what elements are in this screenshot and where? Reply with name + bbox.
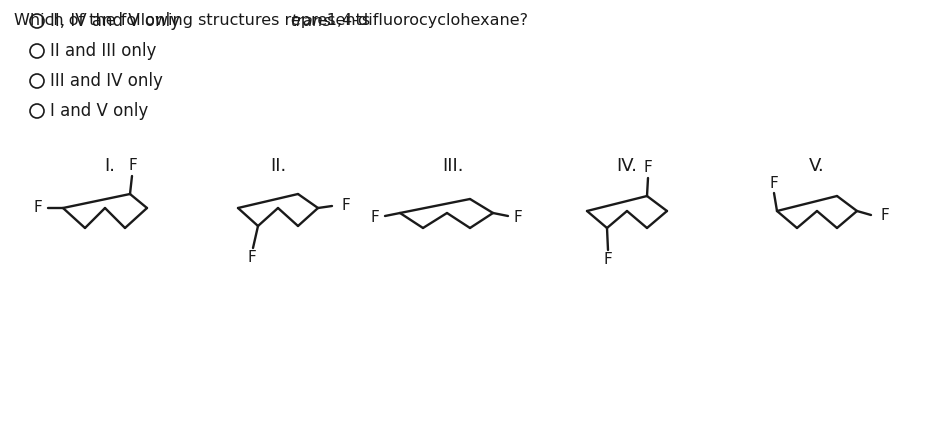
Text: F: F	[247, 250, 256, 266]
Text: F: F	[33, 200, 43, 216]
Text: F: F	[514, 210, 522, 224]
Text: F: F	[342, 198, 351, 213]
Text: I.: I.	[104, 157, 116, 175]
Text: F: F	[770, 176, 778, 190]
Text: trans: trans	[291, 13, 332, 29]
Text: F: F	[604, 253, 612, 267]
Text: III.: III.	[443, 157, 464, 175]
Text: II.: II.	[270, 157, 286, 175]
Text: F: F	[129, 158, 137, 173]
Text: III and IV only: III and IV only	[50, 72, 163, 90]
Text: F: F	[644, 160, 652, 176]
Text: II and III only: II and III only	[50, 42, 156, 60]
Text: F: F	[881, 208, 890, 224]
Text: V.: V.	[810, 157, 825, 175]
Text: -1,4-difluorocyclohexane?: -1,4-difluorocyclohexane?	[321, 13, 528, 29]
Text: IV.: IV.	[616, 157, 637, 175]
Text: Which of the following structures represents: Which of the following structures repres…	[14, 13, 375, 29]
Text: F: F	[371, 210, 379, 224]
Text: I and V only: I and V only	[50, 102, 148, 120]
Text: II, IV and V only: II, IV and V only	[50, 12, 180, 30]
